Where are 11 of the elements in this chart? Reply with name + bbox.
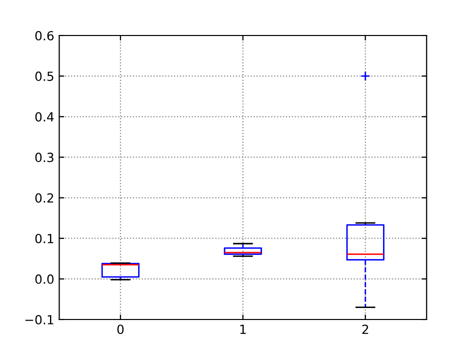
y-tick-label: 0.4: [35, 112, 54, 122]
y-tick-label: 0.5: [35, 72, 54, 81]
x-tick-label: 1: [240, 324, 246, 334]
y-tick-label: 0.0: [35, 274, 54, 284]
y-tick-label: 0.6: [35, 30, 54, 40]
x-tick-label: 2: [362, 324, 368, 334]
x-tick-label: 0: [117, 324, 124, 334]
y-tick-label: 0.1: [35, 234, 54, 244]
y-tick-label: −0.1: [25, 314, 54, 324]
y-tick-label: 0.3: [35, 152, 54, 162]
y-tick-label: 0.2: [35, 193, 54, 203]
